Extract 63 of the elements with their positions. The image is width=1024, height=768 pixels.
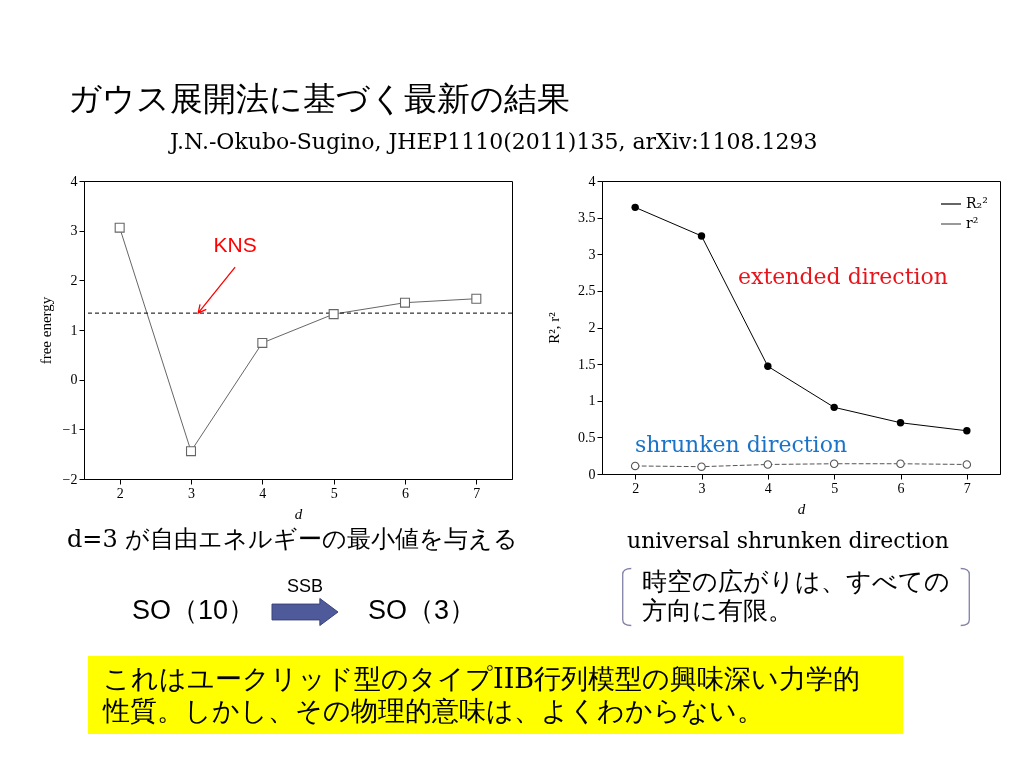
y-tick-label: 1 [70,322,78,338]
y-tick-label: 1.5 [578,356,596,372]
x-tick-label: 3 [188,485,195,501]
point [471,293,482,304]
y-tick-label: 2.5 [578,283,596,299]
x-tick-label: 4 [259,485,267,501]
y-tick-label: 2 [70,272,78,288]
y-tick-label: 0.5 [578,429,596,445]
point [631,203,639,212]
x-tick-label: 6 [897,480,905,496]
y-tick-label: 0 [70,372,78,388]
annotation: KNS [213,233,257,257]
y-tick-label: 3.5 [578,210,596,226]
x-tick-label: 4 [764,480,772,496]
point [257,337,268,348]
y-tick-label: 1 [588,393,596,409]
x-tick-label: 7 [473,485,481,501]
text: これはユークリッド型のタイプIIB行列模型の興味深い力学的性質。しかし、その物理的意味は、よくわからない。 [102,663,861,726]
point [962,460,972,469]
point [328,309,339,320]
y-tick-label: 4 [70,173,78,189]
point [763,460,773,469]
point [697,232,706,240]
x-tick-label: 6 [402,485,409,501]
y-tick-label: −2 [62,471,78,487]
y-axis-title: R², r² [546,311,562,344]
annotation: extended direction [738,264,948,289]
point [697,462,706,471]
x-axis-title: d [294,505,303,522]
x-tick-label: 5 [831,480,839,496]
text: SO（10） [132,595,256,625]
text: SO（3） [368,595,477,625]
text: J.N.-Okubo-Sugino, JHEP1110(2011)135, arXiv:1108.1293 [168,129,818,154]
x-tick-label: 2 [632,480,640,496]
text: SSB [286,576,324,596]
text: d=3 が自由エネルギーの最小値を与える [67,525,519,553]
text: 時空の広がりは、すべての方向に有限。 [642,567,950,625]
point [114,222,125,233]
point [896,459,905,468]
point [830,403,838,412]
x-tick-label: 7 [963,480,971,496]
legend-label: r² [966,215,979,231]
y-tick-label: −1 [62,421,78,437]
y-tick-label: 3 [588,246,596,262]
point [185,446,197,457]
point [630,461,640,471]
x-axis-title: d [797,500,806,517]
y-tick-label: 3 [70,223,78,239]
x-tick-label: 5 [330,485,338,501]
x-tick-label: 3 [698,480,706,496]
point [829,459,839,468]
legend-label: R₂² [966,195,988,211]
point [963,427,971,435]
x-tick-label: 2 [116,485,124,501]
text: ガウス展開法に基づく最新の結果 [68,79,570,118]
y-tick-label: 0 [588,466,596,482]
annotation: shrunken direction [634,432,848,457]
text: universal shrunken direction [627,528,949,553]
point [399,297,411,308]
point [896,419,905,427]
y-tick-label: 2 [588,320,596,335]
y-axis-title: free energy [37,296,54,365]
y-tick-label: 4 [588,173,596,189]
